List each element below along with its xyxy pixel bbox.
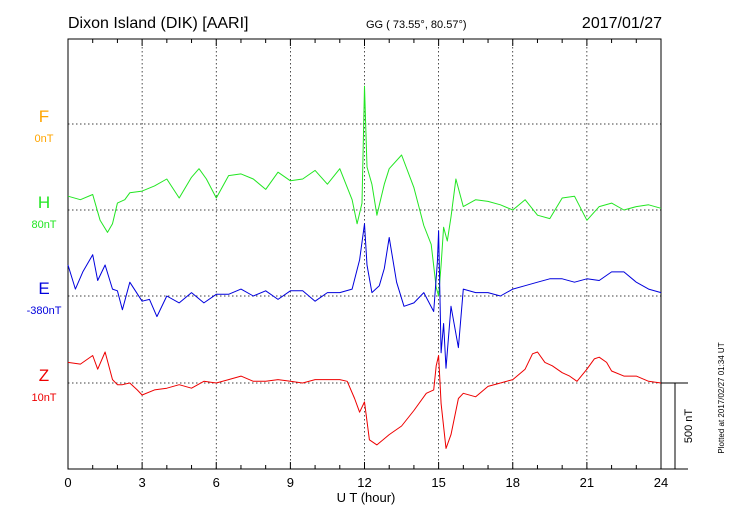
x-tick-label: 12 [357,475,371,490]
trace-E [67,223,662,369]
channel-F-baseline: 0nT [35,133,54,145]
traces [67,85,662,449]
channel-E-label: E [38,279,49,298]
x-tick-label: 15 [431,475,445,490]
channel-H-label: H [38,193,50,212]
x-axis-ticks [67,39,662,469]
x-axis-label: U T (hour) [337,490,396,505]
scale-bar-label: 500 nT [683,409,695,444]
station-title: Dixon Island (DIK) [AARI] [68,15,249,32]
trace-H [67,85,662,297]
channel-labels: F 0nT H 80nT E -380nT Z 10nT [27,107,62,404]
x-tick-label: 24 [654,475,668,490]
x-tick-label: 0 [64,475,71,490]
station-coordinates: GG ( 73.55°, 80.57°) [366,19,467,31]
channel-Z-label: Z [39,366,49,385]
channel-H-baseline: 80nT [31,219,56,231]
plotted-at-note: Plotted at 2017/02/27 01:34 UT [717,342,726,453]
chart-date: 2017/01/27 [582,15,662,32]
scale-bar: 500 nT [661,382,695,470]
x-tick-label: 3 [139,475,146,490]
x-tick-labels: 0 3 6 9 12 15 18 21 24 [64,475,668,490]
x-tick-label: 18 [506,475,520,490]
channel-Z-baseline: 10nT [31,392,56,404]
x-tick-label: 6 [213,475,220,490]
channel-E-baseline: -380nT [27,305,62,317]
x-tick-label: 9 [287,475,294,490]
grid-lines [68,39,661,469]
trace-Z [67,351,662,449]
channel-F-label: F [39,107,49,126]
x-tick-label: 21 [580,475,594,490]
